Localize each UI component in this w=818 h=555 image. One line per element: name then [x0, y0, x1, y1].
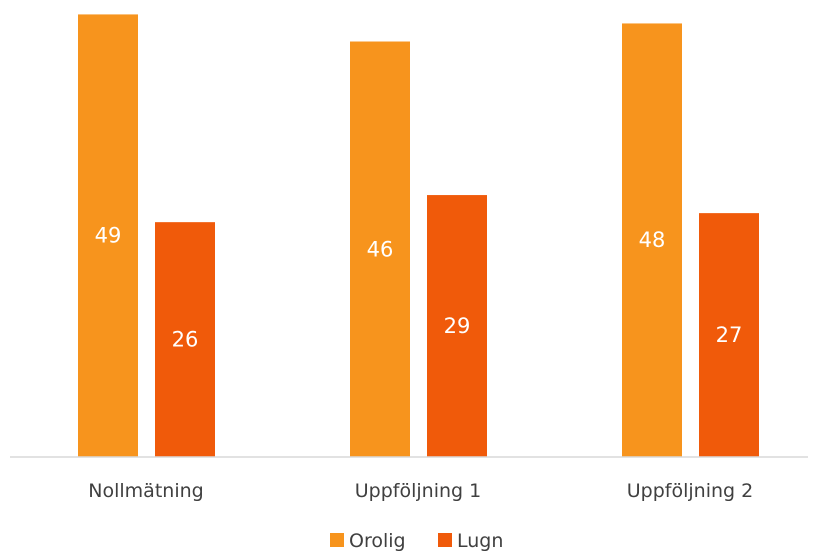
data-labels-group: 49 26 46 29 48 27 [95, 224, 743, 352]
bar-orolig-3 [622, 23, 682, 458]
bar-lugn-3 [699, 213, 759, 457]
legend-label-lugn: Lugn [457, 530, 503, 552]
data-label-orolig-3: 48 [639, 228, 666, 252]
data-label-lugn-1: 26 [172, 328, 199, 352]
data-label-orolig-2: 46 [367, 237, 394, 261]
bar-orolig-2 [350, 41, 410, 458]
bar-lugn-2 [427, 195, 487, 457]
category-label-3: Uppföljning 2 [627, 480, 753, 502]
data-label-lugn-3: 27 [716, 323, 743, 347]
category-labels-group: Nollmätning Uppföljning 1 Uppföljning 2 [88, 480, 753, 502]
category-label-1: Nollmätning [88, 480, 203, 502]
data-label-orolig-1: 49 [95, 224, 122, 248]
legend-swatch-orolig [330, 533, 344, 547]
data-label-lugn-2: 29 [444, 314, 471, 338]
bars-group [78, 14, 759, 458]
legend-swatch-lugn [438, 533, 452, 547]
legend: Orolig Lugn [330, 530, 503, 552]
bar-orolig-1 [78, 14, 138, 458]
category-label-2: Uppföljning 1 [355, 480, 481, 502]
bar-lugn-1 [155, 222, 215, 457]
legend-label-orolig: Orolig [349, 530, 406, 552]
